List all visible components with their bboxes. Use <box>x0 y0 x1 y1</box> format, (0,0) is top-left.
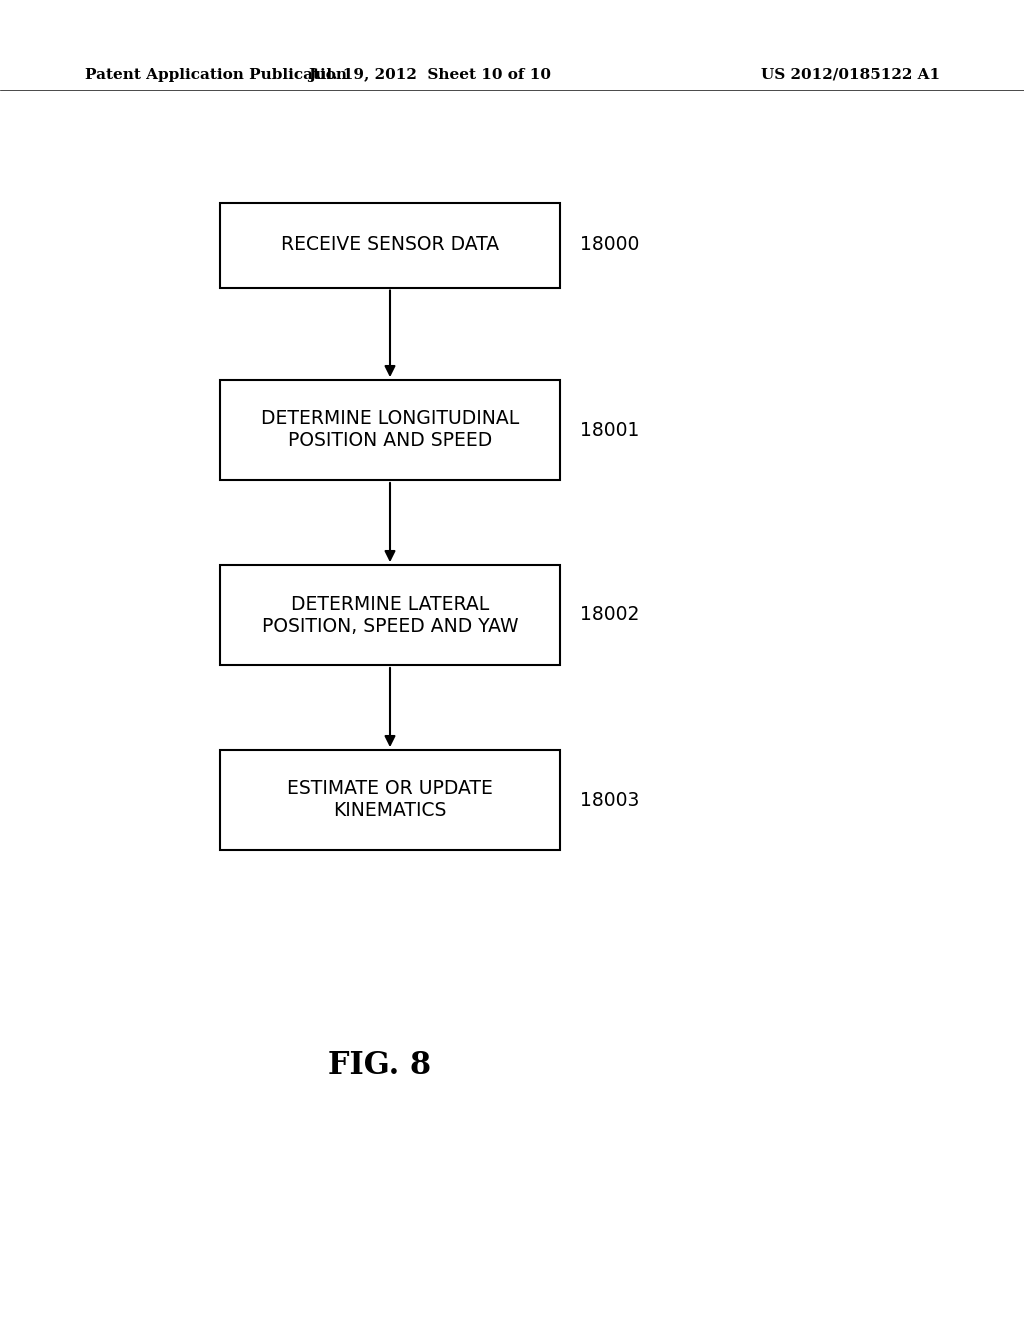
Text: DETERMINE LATERAL
POSITION, SPEED AND YAW: DETERMINE LATERAL POSITION, SPEED AND YA… <box>262 594 518 635</box>
Text: RECEIVE SENSOR DATA: RECEIVE SENSOR DATA <box>281 235 499 255</box>
Text: 18001: 18001 <box>580 421 639 440</box>
Bar <box>220 565 560 665</box>
Text: ESTIMATE OR UPDATE
KINEMATICS: ESTIMATE OR UPDATE KINEMATICS <box>287 780 493 821</box>
Text: 18002: 18002 <box>580 606 639 624</box>
Text: FIG. 8: FIG. 8 <box>329 1049 431 1081</box>
Text: Jul. 19, 2012  Sheet 10 of 10: Jul. 19, 2012 Sheet 10 of 10 <box>308 69 552 82</box>
Bar <box>220 750 560 850</box>
Text: DETERMINE LONGITUDINAL
POSITION AND SPEED: DETERMINE LONGITUDINAL POSITION AND SPEE… <box>261 409 519 450</box>
Text: US 2012/0185122 A1: US 2012/0185122 A1 <box>761 69 940 82</box>
Text: 18000: 18000 <box>580 235 639 255</box>
Text: 18003: 18003 <box>580 791 639 809</box>
Bar <box>220 380 560 480</box>
Text: Patent Application Publication: Patent Application Publication <box>85 69 347 82</box>
Bar <box>220 202 560 288</box>
